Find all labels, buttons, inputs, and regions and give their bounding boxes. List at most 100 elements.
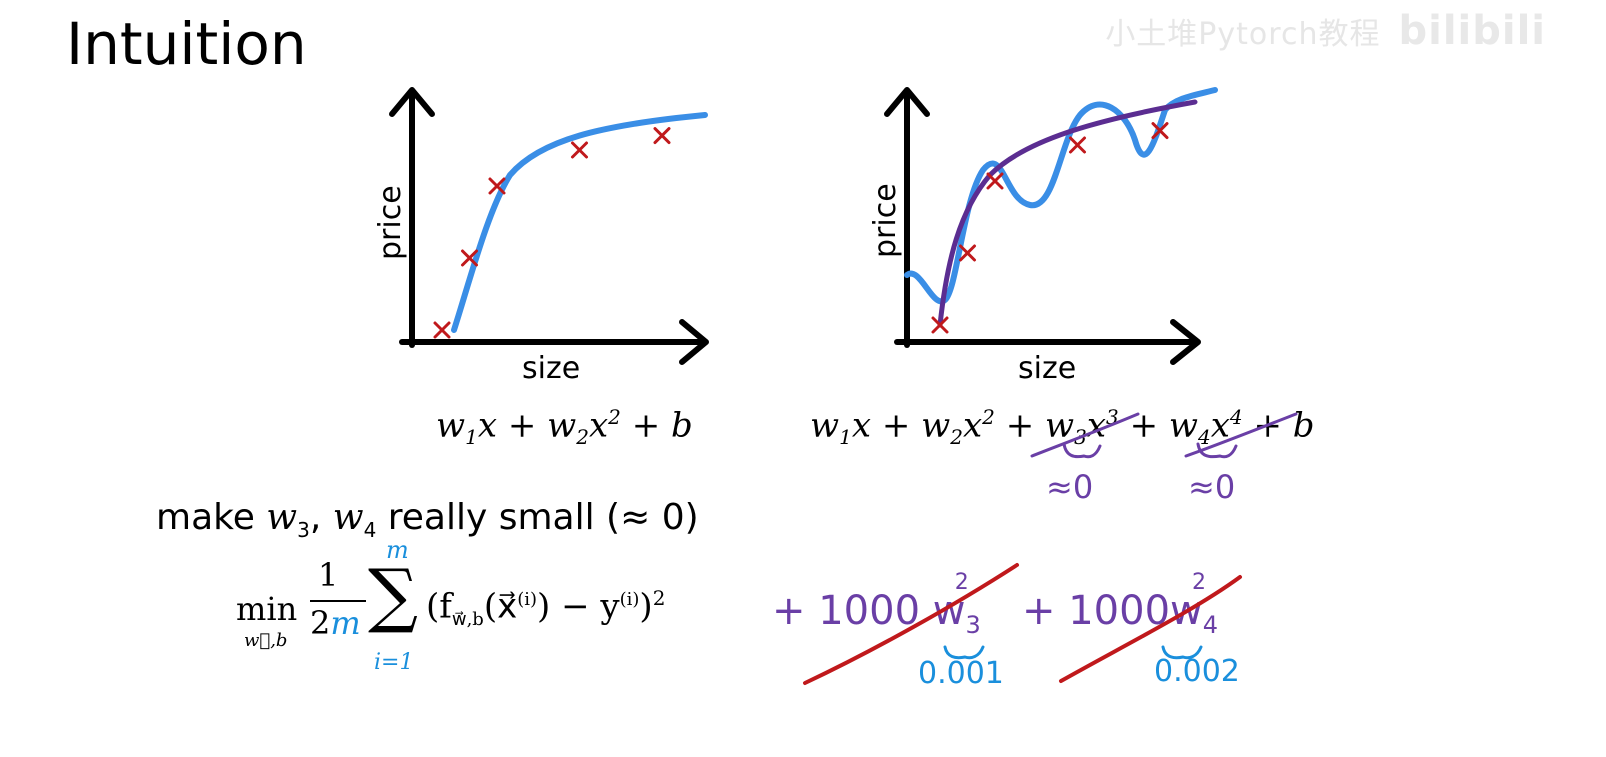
caption-post: really small (≈ 0) [376,497,699,538]
x-axis [894,319,1201,365]
term-x3: x [1086,405,1107,446]
data-point-marker [1069,136,1086,154]
strike-w3x3 [1030,412,1140,458]
w2-symbol: w [921,405,951,446]
slide-title: Intuition [66,10,307,78]
w3-symbol: w [1045,405,1075,446]
brace-w3 [1062,442,1102,459]
denominator-2: 2 [310,604,331,642]
strike-annotations [1030,412,1298,459]
w4-symbol: w [332,497,364,538]
term-x2: x [588,405,609,446]
term-x2: x [962,405,983,446]
fraction-bar [310,600,366,602]
right-chart: price size [868,87,1218,386]
approx-zero-1: ≈0 [1046,468,1094,506]
red-strike-1 [803,563,1019,685]
sigma-symbol: ∑ [368,554,418,636]
approx-zero-2: ≈0 [1188,468,1236,506]
w3-sup: 2 [954,570,969,595]
blue-brace-2 [1161,645,1203,660]
w3-symbol: w [266,497,298,538]
term-x4: x [1210,405,1230,446]
w1-symbol: w [810,405,840,446]
blue-brace-1 [943,645,985,660]
left-chart: price size [373,87,709,386]
close-paren: ) [639,586,653,627]
x-vector: (x⃗ [483,586,518,627]
watermark: 小土堆Pytorch教程 bilibili [1105,8,1546,54]
quadratic-fit-curve [451,112,708,333]
w4-subscript: 4 [1197,425,1211,450]
minus-y: ) − y [537,586,620,627]
brace-w4 [1196,442,1238,459]
w4-sub: 4 [1202,611,1219,639]
power-2: 2 [608,405,621,429]
f-symbol: (f [426,586,452,627]
w4-symbol: w [1168,405,1198,446]
w2-symbol: w [547,405,577,446]
data-point-marker [461,249,478,267]
w3-subscript: 3 [297,518,310,543]
data-point-marker [931,316,949,334]
penalty-term-1: + 1000 w3 2 [772,570,981,639]
y-axis-label: price [373,185,408,260]
fraction-numerator: 1 [318,556,339,594]
fraction-denominator: 2m [310,604,361,642]
plus-sign: + [1118,405,1169,446]
y-axis [389,87,435,348]
w2-subscript: 2 [950,425,963,450]
strike-w4x4 [1184,412,1298,458]
power-2: 2 [982,405,995,429]
squared-error-term: (fw⃗,b(x⃗(i)) − y(i))2 [426,586,665,630]
red-strike-2 [1059,575,1242,683]
y-axis-label: price [868,183,903,258]
penalty-coefficient-1: + 1000 [772,588,933,634]
min-operator: min [236,590,298,628]
value-w4: 0.002 [1154,654,1240,689]
sum-lower-limit: i=1 [374,650,414,675]
data-points [931,122,1169,334]
penalty-strikes [803,563,1242,685]
plus-sign: + [994,405,1045,446]
comma: , [309,497,333,538]
w4-subscript: 4 [363,518,377,543]
data-point-marker [653,127,671,145]
w1-symbol: w [436,405,466,446]
x-axis [399,319,709,365]
min-subscript: w⃗,b [244,630,288,651]
term-b: + b [620,405,693,446]
watermark-text: 小土堆Pytorch教程 [1105,17,1381,52]
value-w3: 0.001 [918,656,1004,691]
bilibili-logo: bilibili [1398,8,1546,54]
denominator-m: m [330,604,361,642]
x-superscript: (i) [517,589,538,610]
data-point-marker [571,141,588,159]
power-4: 4 [1229,405,1243,429]
data-point-marker [986,172,1004,190]
x-axis-label: size [522,351,580,386]
term-x: x + [851,405,922,446]
caption-pre: make [156,497,267,538]
overfit-curve [904,87,1218,305]
make-small-caption: make w3, w4 really small (≈ 0) [156,497,699,542]
y-superscript: (i) [619,589,640,610]
square-exponent: 2 [652,586,666,610]
w1-subscript: 1 [465,425,478,450]
w3-sub: 3 [965,611,981,639]
data-point-marker [488,177,506,195]
data-point-marker [959,244,976,262]
data-point-marker [1151,122,1169,140]
y-axis [884,87,930,348]
left-equation: w1x + w2x2 + b [436,405,693,449]
w2-subscript: 2 [576,425,589,450]
w4-sup: 2 [1192,570,1207,595]
data-points [433,127,671,339]
w1-subscript: 1 [839,425,852,450]
x-axis-label: size [1018,351,1076,386]
term-x: x + [477,405,548,446]
penalty-coefficient-2: + 1000 [1022,588,1171,634]
sum-upper-limit: m [386,536,409,564]
data-point-marker [433,321,451,339]
f-subscript: w⃗,b [451,609,484,631]
